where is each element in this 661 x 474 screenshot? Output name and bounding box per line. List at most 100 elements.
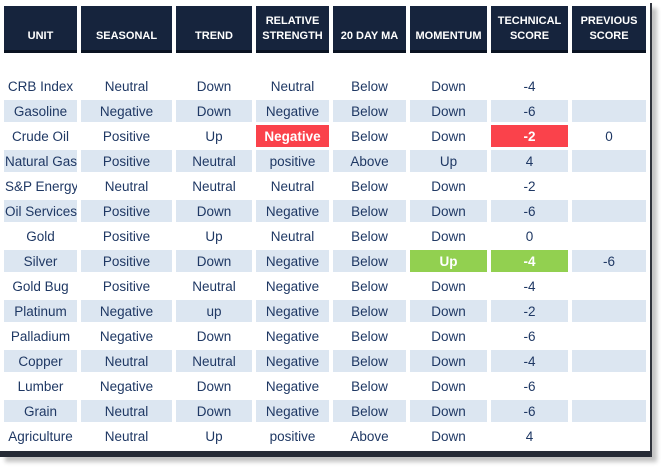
cell-ma20: Above — [333, 150, 406, 172]
cell-ma20: Below — [333, 325, 406, 347]
cell-momentum: Down — [410, 225, 487, 247]
cell-relative_strength: Neutral — [256, 225, 329, 247]
cell-momentum: Down — [410, 425, 487, 447]
cell-previous_score — [572, 175, 646, 197]
cell-previous_score — [572, 350, 646, 372]
cell-previous_score — [572, 325, 646, 347]
cell-previous_score — [572, 400, 646, 422]
cell-momentum: Down — [410, 400, 487, 422]
cell-momentum: Down — [410, 275, 487, 297]
cell-momentum: Down — [410, 375, 487, 397]
table-row-platinum: Platinum Negative up Negative Below Down -2 — [4, 300, 646, 322]
page: UNIT SEASONAL TREND RELATIVE STRENGTH 20 DAY… — [0, 3, 652, 457]
cell-momentum: Down — [410, 125, 487, 147]
cell-ma20: Below — [333, 75, 406, 97]
cell-unit: Palladium — [4, 325, 77, 347]
table-row-crude-oil: Crude Oil Positive Up Negative Below Down -2 0 — [4, 125, 646, 147]
cell-unit: Agriculture — [4, 425, 77, 447]
cell-seasonal: Neutral — [81, 75, 172, 97]
spacer-cell — [410, 56, 487, 72]
column-header-relative_strength: RELATIVE STRENGTH — [256, 6, 329, 53]
column-header-ma20: 20 DAY MA — [333, 6, 406, 53]
cell-previous_score — [572, 425, 646, 447]
column-header-unit: UNIT — [4, 6, 77, 53]
cell-ma20: Below — [333, 225, 406, 247]
column-header-momentum: MOMENTUM — [410, 6, 487, 53]
cell-trend: Neutral — [176, 275, 252, 297]
cell-previous_score — [572, 300, 646, 322]
cell-technical_score: -6 — [491, 325, 568, 347]
cell-trend: Down — [176, 375, 252, 397]
cell-seasonal: Neutral — [81, 425, 172, 447]
cell-ma20: Below — [333, 250, 406, 272]
cell-previous_score — [572, 75, 646, 97]
cell-trend: Down — [176, 250, 252, 272]
cell-momentum: Down — [410, 200, 487, 222]
cell-previous_score — [572, 200, 646, 222]
spacer-cell — [4, 56, 77, 72]
cell-trend: Down — [176, 75, 252, 97]
cell-momentum: Up — [410, 150, 487, 172]
cell-seasonal: Positive — [81, 250, 172, 272]
cell-ma20: Below — [333, 200, 406, 222]
table-row-agriculture: Agriculture Neutral Up positive Above Down 4 — [4, 425, 646, 447]
table-row-gasoline: Gasoline Negative Down Negative Below Down -6 — [4, 100, 646, 122]
table-row-crb-index: CRB Index Neutral Down Neutral Below Down -4 — [4, 75, 646, 97]
cell-relative_strength: Negative — [256, 350, 329, 372]
table-header: UNIT SEASONAL TREND RELATIVE STRENGTH 20 DAY… — [4, 6, 646, 53]
cell-technical_score: -6 — [491, 375, 568, 397]
cell-previous_score: -6 — [572, 250, 646, 272]
cell-ma20: Below — [333, 275, 406, 297]
cell-momentum: Up — [410, 250, 487, 272]
cell-ma20: Below — [333, 175, 406, 197]
column-header-previous_score: PREVIOUS SCORE — [572, 6, 646, 53]
header-row: UNIT SEASONAL TREND RELATIVE STRENGTH 20 DAY… — [4, 6, 646, 53]
technical-score-sheet: UNIT SEASONAL TREND RELATIVE STRENGTH 20 DAY… — [0, 3, 652, 457]
cell-relative_strength: Negative — [256, 200, 329, 222]
technical-score-table: UNIT SEASONAL TREND RELATIVE STRENGTH 20 DAY… — [0, 3, 650, 450]
cell-trend: Down — [176, 400, 252, 422]
cell-seasonal: Positive — [81, 150, 172, 172]
cell-technical_score: -4 — [491, 250, 568, 272]
cell-seasonal: Neutral — [81, 350, 172, 372]
cell-seasonal: Negative — [81, 325, 172, 347]
cell-technical_score: 4 — [491, 425, 568, 447]
cell-technical_score: -4 — [491, 75, 568, 97]
cell-technical_score: 0 — [491, 225, 568, 247]
cell-seasonal: Neutral — [81, 400, 172, 422]
cell-relative_strength: Negative — [256, 250, 329, 272]
cell-seasonal: Positive — [81, 125, 172, 147]
cell-trend: Neutral — [176, 150, 252, 172]
cell-unit: Lumber — [4, 375, 77, 397]
column-header-seasonal: SEASONAL — [81, 6, 172, 53]
cell-unit: S&P Energy — [4, 175, 77, 197]
cell-relative_strength: Neutral — [256, 75, 329, 97]
cell-momentum: Down — [410, 325, 487, 347]
cell-ma20: Below — [333, 350, 406, 372]
cell-trend: Neutral — [176, 350, 252, 372]
table-body: CRB Index Neutral Down Neutral Below Down -4 Ga… — [4, 56, 646, 447]
table-row-palladium: Palladium Negative Down Negative Below Down -6 — [4, 325, 646, 347]
spacer-cell — [572, 56, 646, 72]
cell-technical_score: -2 — [491, 175, 568, 197]
cell-relative_strength: Negative — [256, 100, 329, 122]
cell-seasonal: Negative — [81, 375, 172, 397]
cell-technical_score: -6 — [491, 200, 568, 222]
cell-relative_strength: Negative — [256, 275, 329, 297]
cell-trend: Down — [176, 200, 252, 222]
cell-relative_strength: Negative — [256, 375, 329, 397]
cell-trend: Down — [176, 325, 252, 347]
cell-momentum: Down — [410, 350, 487, 372]
cell-momentum: Down — [410, 75, 487, 97]
spacer-cell — [256, 56, 329, 72]
cell-unit: CRB Index — [4, 75, 77, 97]
cell-seasonal: Positive — [81, 200, 172, 222]
table-row-gold: Gold Positive Up Neutral Below Down 0 — [4, 225, 646, 247]
cell-trend: Neutral — [176, 175, 252, 197]
cell-relative_strength: Negative — [256, 325, 329, 347]
cell-seasonal: Negative — [81, 300, 172, 322]
cell-seasonal: Negative — [81, 100, 172, 122]
cell-previous_score — [572, 100, 646, 122]
table-bottom-border — [0, 451, 650, 457]
cell-previous_score — [572, 275, 646, 297]
